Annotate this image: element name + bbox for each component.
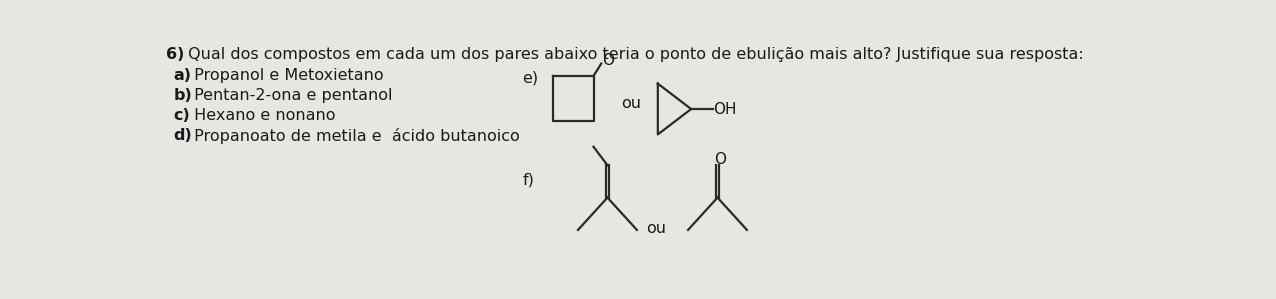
Text: ou: ou [646, 221, 666, 236]
Text: a): a) [174, 68, 191, 83]
Text: Propanol e Metoxietano: Propanol e Metoxietano [189, 68, 384, 83]
Text: O: O [715, 152, 726, 167]
Text: ou: ou [621, 96, 642, 111]
Text: d): d) [174, 128, 193, 143]
Text: f): f) [522, 173, 535, 188]
Text: Pentan-2-ona e pentanol: Pentan-2-ona e pentanol [189, 88, 393, 103]
Text: b): b) [174, 88, 193, 103]
Text: OH: OH [713, 102, 738, 117]
Text: Propanoato de metila e  ácido butanoico: Propanoato de metila e ácido butanoico [189, 128, 519, 144]
Text: e): e) [522, 71, 538, 86]
Text: O: O [602, 53, 614, 68]
Text: Qual dos compostos em cada um dos pares abaixo teria o ponto de ebulição mais al: Qual dos compostos em cada um dos pares … [182, 47, 1083, 62]
Text: 6): 6) [166, 47, 184, 62]
Text: Hexano e nonano: Hexano e nonano [189, 108, 336, 123]
Text: c): c) [174, 108, 190, 123]
